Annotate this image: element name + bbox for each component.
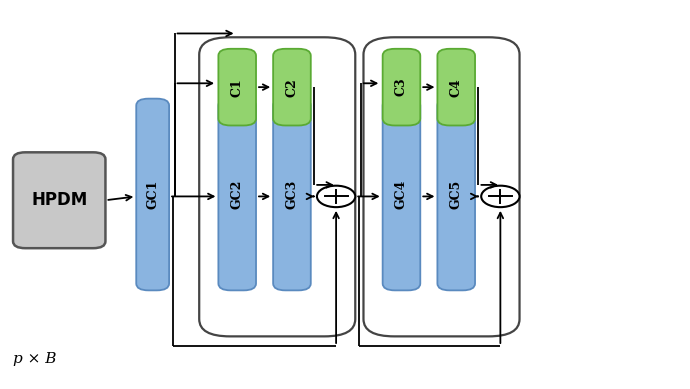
FancyBboxPatch shape <box>13 152 106 248</box>
FancyBboxPatch shape <box>218 99 256 290</box>
Text: GC1: GC1 <box>146 180 159 209</box>
Text: GC5: GC5 <box>450 180 463 209</box>
Text: GC4: GC4 <box>395 180 408 209</box>
FancyBboxPatch shape <box>383 49 420 126</box>
Text: GC2: GC2 <box>230 180 244 209</box>
FancyBboxPatch shape <box>383 99 420 290</box>
FancyBboxPatch shape <box>136 99 169 290</box>
FancyBboxPatch shape <box>273 99 310 290</box>
Text: p × B: p × B <box>13 352 57 366</box>
FancyBboxPatch shape <box>273 49 310 126</box>
Text: C3: C3 <box>395 78 408 96</box>
FancyBboxPatch shape <box>437 49 475 126</box>
Text: C4: C4 <box>450 78 463 96</box>
Text: GC3: GC3 <box>286 180 299 209</box>
Text: C1: C1 <box>230 78 244 96</box>
Text: C2: C2 <box>286 78 299 96</box>
FancyBboxPatch shape <box>437 99 475 290</box>
Circle shape <box>317 186 355 207</box>
Text: HPDM: HPDM <box>31 191 88 209</box>
FancyBboxPatch shape <box>218 49 256 126</box>
Circle shape <box>481 186 520 207</box>
